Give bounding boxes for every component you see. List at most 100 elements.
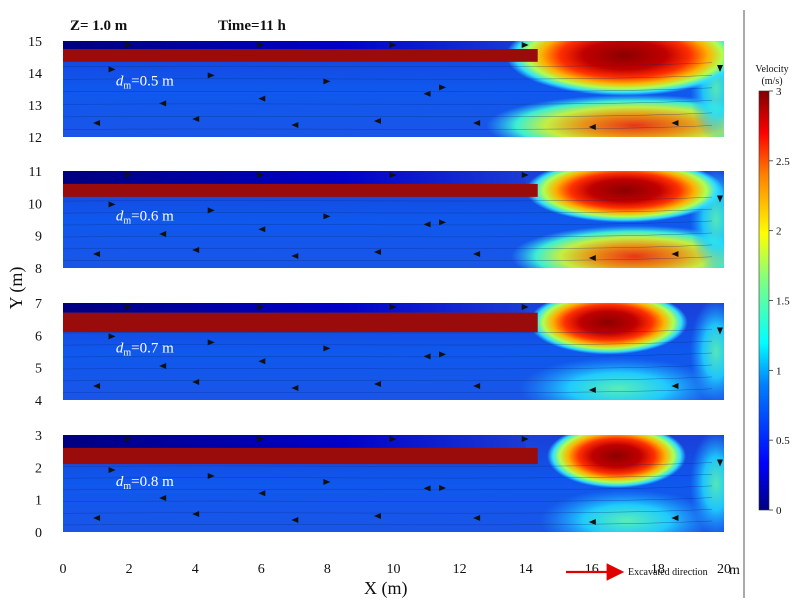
flow-arrow-right xyxy=(521,304,529,310)
flow-arrow-left xyxy=(423,90,431,97)
flow-arrow-left xyxy=(373,118,381,124)
streamline xyxy=(63,100,713,105)
y-tick-label: 10 xyxy=(28,197,42,212)
streamline xyxy=(63,376,713,382)
flow-arrow-right xyxy=(389,304,397,310)
streamline xyxy=(63,388,713,394)
flow-arrow-left xyxy=(588,387,596,393)
streamline xyxy=(63,196,713,202)
colorbar-title: Velocity xyxy=(755,64,788,75)
top-slow-band xyxy=(63,41,526,49)
flow-arrow-left xyxy=(423,353,431,360)
end-wall-zone xyxy=(690,435,724,532)
flow-arrow-right xyxy=(323,78,331,85)
panel-label: dm=0.5 m xyxy=(116,73,174,91)
flow-arrow-left xyxy=(258,358,266,365)
colorbar-units: (m/s) xyxy=(761,76,782,87)
streamline xyxy=(63,256,713,262)
flow-arrow-right xyxy=(125,304,133,310)
x-tick-label: 6 xyxy=(258,562,265,577)
streamline xyxy=(63,473,713,479)
flow-arrow-left xyxy=(671,251,679,257)
flow-arrow-down xyxy=(717,195,723,203)
inflow-jet xyxy=(63,447,538,465)
panel-label: dm=0.6 m xyxy=(116,208,174,226)
flow-arrow-left xyxy=(291,122,299,128)
flow-arrow-right xyxy=(521,42,529,48)
x-tick-label: 4 xyxy=(192,562,199,577)
flow-arrow-left xyxy=(671,515,679,521)
flow-arrow-right xyxy=(125,172,133,178)
flow-arrow-right xyxy=(108,66,116,73)
x-tick-label: 8 xyxy=(324,562,331,577)
colorbar-ticks: 0 0.5 1 1.5 2 2.5 3 xyxy=(769,86,790,517)
top-slow-band xyxy=(63,435,526,448)
flow-arrow-down xyxy=(717,65,723,72)
y-tick-label: 5 xyxy=(35,362,42,377)
streamline xyxy=(63,509,713,514)
streamline xyxy=(63,462,713,467)
flow-arrow-right xyxy=(207,473,215,480)
inflow-jet xyxy=(63,183,538,197)
x-tick-label: 0 xyxy=(60,562,67,577)
flow-arrow-right xyxy=(439,219,447,226)
flow-arrow-right xyxy=(521,436,529,442)
panel-label: dm=0.7 m xyxy=(116,340,174,358)
panel-0-8m: dm=0.8 m xyxy=(63,435,724,532)
flow-arrow-down xyxy=(717,459,723,467)
streamline xyxy=(63,112,713,118)
flow-arrow-right xyxy=(521,172,529,178)
colorbar xyxy=(758,90,770,511)
flow-arrow-left xyxy=(291,253,299,259)
flow-arrow-right xyxy=(108,333,116,340)
streamline xyxy=(63,364,713,370)
y-tick-label: 2 xyxy=(35,461,42,476)
colorbar-tick-label: 2 xyxy=(776,226,782,238)
flow-arrow-right xyxy=(439,351,447,358)
flow-arrow-right xyxy=(207,339,215,346)
top-slow-band xyxy=(63,303,526,313)
flow-arrow-right xyxy=(323,479,331,486)
x-axis-ticks: 0 2 4 6 8 10 12 14 16 18 20 xyxy=(60,562,732,577)
return-flow-zone xyxy=(510,225,724,268)
y-tick-label: 1 xyxy=(35,494,42,509)
flow-arrow-left xyxy=(159,100,167,107)
high-velocity-zone xyxy=(547,435,686,489)
flow-arrow-right xyxy=(257,436,265,442)
streamline xyxy=(63,75,713,80)
y-axis-title: Y (m) xyxy=(6,267,27,310)
z-level-label: Z= 1.0 m xyxy=(70,18,128,34)
return-flow-zone xyxy=(519,357,718,400)
flow-arrow-left xyxy=(258,226,266,233)
flow-arrow-left xyxy=(258,95,266,102)
streamline xyxy=(63,125,713,130)
y-tick-label: 0 xyxy=(35,526,42,541)
flow-arrow-left xyxy=(423,221,431,228)
flow-arrow-right xyxy=(257,304,265,310)
plot-panels: dm=0.8 m dm=0.7 m dm=0.6 m dm=0.5 m xyxy=(63,41,724,532)
flow-arrow-left xyxy=(373,249,381,255)
y-tick-label: 6 xyxy=(35,329,42,344)
top-slow-band xyxy=(63,171,526,184)
flow-arrow-left xyxy=(192,379,200,385)
flow-arrow-left xyxy=(291,517,299,523)
flow-arrow-left xyxy=(291,385,299,391)
x-tick-label: 2 xyxy=(126,562,133,577)
end-wall-zone xyxy=(690,303,724,400)
return-flow-zone xyxy=(539,489,714,532)
y-tick-label: 15 xyxy=(28,35,42,50)
flow-arrow-right xyxy=(439,485,447,492)
flow-arrow-left xyxy=(473,515,481,521)
time-label: Time=11 h xyxy=(218,18,287,34)
flow-arrow-right xyxy=(257,42,265,48)
flow-arrow-left xyxy=(93,383,101,389)
flow-arrow-left xyxy=(159,495,167,502)
x-tick-label: 14 xyxy=(519,562,533,577)
flow-arrow-right xyxy=(257,172,265,178)
streamline xyxy=(63,62,713,67)
flow-arrow-down xyxy=(717,327,723,335)
colorbar-tick-label: 0.5 xyxy=(776,435,790,447)
flow-arrow-right xyxy=(207,72,215,79)
flow-arrow-left xyxy=(159,363,167,370)
